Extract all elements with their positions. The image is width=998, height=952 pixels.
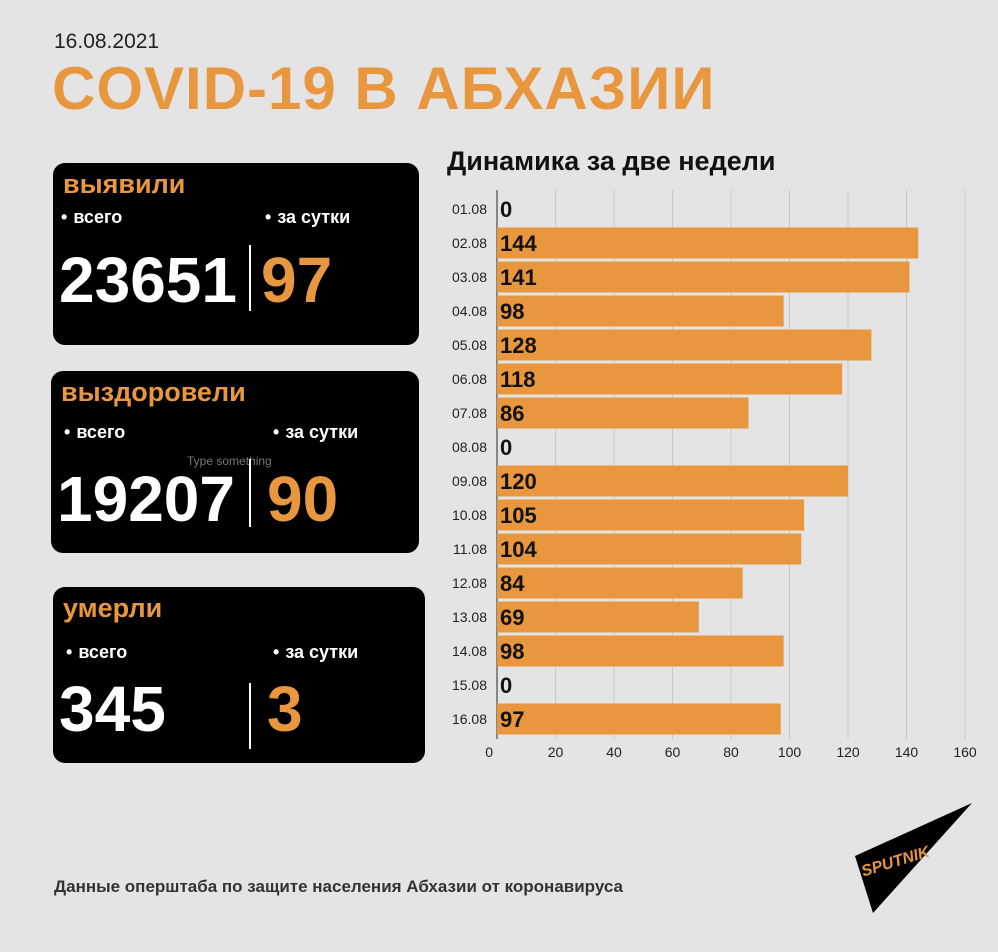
card-detected-day: 97 — [261, 244, 333, 316]
bar — [497, 329, 872, 361]
bar — [497, 261, 910, 293]
page-title: COVID-19 В АБХАЗИИ — [52, 55, 716, 122]
category-label: 04.08 — [452, 303, 487, 319]
category-label: 11.08 — [453, 541, 487, 557]
category-label: 13.08 — [452, 609, 487, 625]
category-label: 07.08 — [452, 405, 487, 421]
x-tick-label: 120 — [836, 744, 860, 760]
chart-title: Динамика за две недели — [447, 146, 776, 176]
category-label: 10.08 — [452, 507, 487, 523]
bar-value-label: 86 — [500, 401, 524, 426]
card-deaths-total: 345 — [59, 673, 166, 745]
sputnik-logo: SPUTNIK — [855, 803, 972, 913]
card-deaths-divider — [249, 683, 251, 749]
x-tick-label: 20 — [548, 744, 564, 760]
x-tick-label: 100 — [778, 744, 802, 760]
card-detected-day-label: за сутки — [265, 207, 350, 228]
bar — [497, 533, 802, 565]
x-tick-label: 40 — [606, 744, 622, 760]
category-label: 08.08 — [452, 439, 487, 455]
x-tick-label: 80 — [723, 744, 739, 760]
category-label: 09.08 — [452, 473, 487, 489]
bar-value-label: 0 — [500, 673, 512, 698]
card-detected-label: выявили — [63, 169, 186, 199]
source-footer: Данные оперштаба по защите населения Абх… — [54, 877, 623, 896]
card-recovered-total: 19207 — [57, 463, 235, 535]
bar-value-label: 141 — [500, 265, 537, 290]
category-label: 03.08 — [452, 269, 487, 285]
bar-value-label: 69 — [500, 605, 524, 630]
card-deaths: умерли всего за сутки 345 3 — [53, 587, 425, 763]
card-recovered-day-label: за сутки — [273, 422, 358, 443]
card-recovered-total-label: всего — [64, 422, 125, 443]
bar — [497, 465, 848, 497]
bar-value-label: 104 — [500, 537, 537, 562]
bar-value-label: 98 — [500, 299, 524, 324]
category-label: 02.08 — [452, 235, 487, 251]
x-tick-label: 60 — [665, 744, 681, 760]
bar-value-label: 98 — [500, 639, 524, 664]
x-tick-label: 140 — [895, 744, 919, 760]
bar-value-label: 0 — [500, 435, 512, 460]
bar-value-label: 128 — [500, 333, 537, 358]
bar-value-label: 0 — [500, 197, 512, 222]
bar-value-label: 105 — [500, 503, 537, 528]
category-label: 14.08 — [452, 643, 487, 659]
category-label: 05.08 — [452, 337, 487, 353]
date-label: 16.08.2021 — [54, 30, 160, 53]
x-tick-label: 160 — [953, 744, 977, 760]
bar-value-label: 97 — [500, 707, 524, 732]
card-deaths-label: умерли — [63, 593, 163, 623]
card-detected-total: 23651 — [59, 244, 237, 316]
x-tick-label: 0 — [485, 744, 493, 760]
category-label: 06.08 — [452, 371, 487, 387]
bar — [497, 601, 699, 633]
card-deaths-day: 3 — [267, 673, 303, 745]
card-recovered-label: выздоровели — [61, 377, 246, 407]
bar — [497, 703, 781, 735]
bar — [497, 363, 843, 395]
bar — [497, 295, 784, 327]
bar — [497, 397, 749, 429]
category-label: 16.08 — [452, 711, 487, 727]
category-label: 12.08 — [452, 575, 487, 591]
bar-chart: 01.08 0 02.08 144 03.08 141 04.08 98 05.08 128 06.… — [452, 190, 977, 760]
bar — [497, 499, 805, 531]
card-detected-total-label: всего — [61, 207, 122, 228]
card-recovered-day: 90 — [267, 463, 339, 535]
card-deaths-day-label: за сутки — [273, 642, 358, 663]
bar-value-label: 144 — [500, 231, 537, 256]
bar-value-label: 120 — [500, 469, 537, 494]
bar-value-label: 118 — [500, 367, 536, 392]
bar — [497, 567, 743, 599]
card-deaths-total-label: всего — [66, 642, 127, 663]
category-label: 15.08 — [452, 677, 487, 693]
bar — [497, 635, 784, 667]
bar-value-label: 84 — [500, 571, 525, 596]
card-recovered: выздоровели всего за сутки Type somethin… — [51, 371, 419, 553]
category-label: 01.08 — [452, 201, 487, 217]
bar — [497, 227, 919, 259]
card-detected: выявили всего за сутки 23651 97 — [53, 163, 419, 345]
card-recovered-divider — [249, 459, 251, 527]
card-detected-divider — [249, 245, 251, 311]
